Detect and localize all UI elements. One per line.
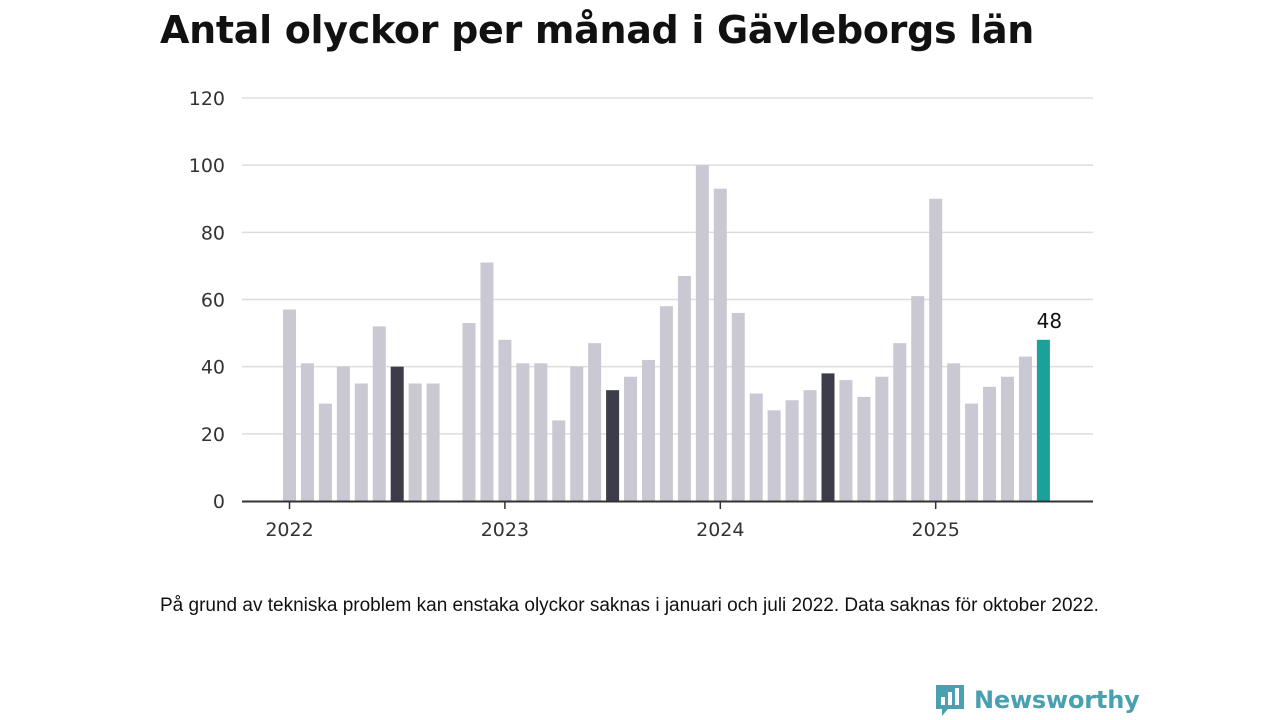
data-labels: 48 [1037,309,1062,333]
bar [372,326,386,501]
bar-chart: 0 20 40 60 80 100 120 48 2022 2023 2024 2025 [189,88,1093,541]
bar [983,386,997,501]
y-tick-label: 80 [201,222,225,244]
bar [390,366,404,501]
newsworthy-logo-icon [936,685,964,716]
bar [354,383,368,501]
y-tick-label: 20 [201,424,225,446]
brand-name: Newsworthy [974,686,1140,714]
footnote: På grund av tekniska problem kan enstaka… [160,595,1099,616]
bar [552,420,566,501]
bar [408,383,422,501]
x-tick-label: 2024 [696,519,744,541]
bar [1018,356,1032,501]
bar [570,366,584,501]
y-tick-label: 120 [189,88,225,110]
y-tick-label: 100 [189,155,225,177]
bar [1036,339,1050,501]
bar [857,396,871,501]
bar [1001,376,1014,501]
x-tick-label: 2025 [912,519,960,541]
bar [911,296,925,501]
bar [606,390,620,501]
x-tick-label: 2023 [481,519,529,541]
y-tick-label: 0 [213,491,225,513]
bar [713,188,727,502]
bar [624,376,638,501]
bar [516,363,530,501]
bar [659,306,673,501]
bar [318,403,332,501]
chart-title: Antal olyckor per månad i Gävleborgs län [160,8,1035,52]
bar [731,312,745,501]
bar [336,366,350,501]
bar [767,410,781,501]
bar [426,383,440,501]
x-axis: 2022 2023 2024 2025 [242,500,1093,541]
x-tick-label: 2022 [265,519,313,541]
bar [749,393,763,501]
y-axis-ticks: 0 20 40 60 80 100 120 [189,88,225,513]
bar [821,373,835,501]
bar [803,390,817,501]
bar [695,165,709,501]
bar [588,343,602,501]
y-tick-label: 40 [201,357,225,379]
bar [785,400,799,501]
bar [677,275,691,501]
bar [893,343,907,501]
bars [283,165,1050,502]
brand-logo[interactable]: Newsworthy [934,682,1140,718]
bar [462,323,476,501]
bar [300,363,314,501]
bar [875,376,889,501]
bar [642,359,655,501]
bar [283,309,296,501]
bar [947,363,961,501]
bar [929,198,943,501]
bar [534,363,548,501]
bar [498,339,512,501]
bar [480,262,494,501]
bar [965,403,979,501]
bar [839,380,853,501]
y-tick-label: 60 [201,290,225,312]
data-label: 48 [1037,309,1062,333]
